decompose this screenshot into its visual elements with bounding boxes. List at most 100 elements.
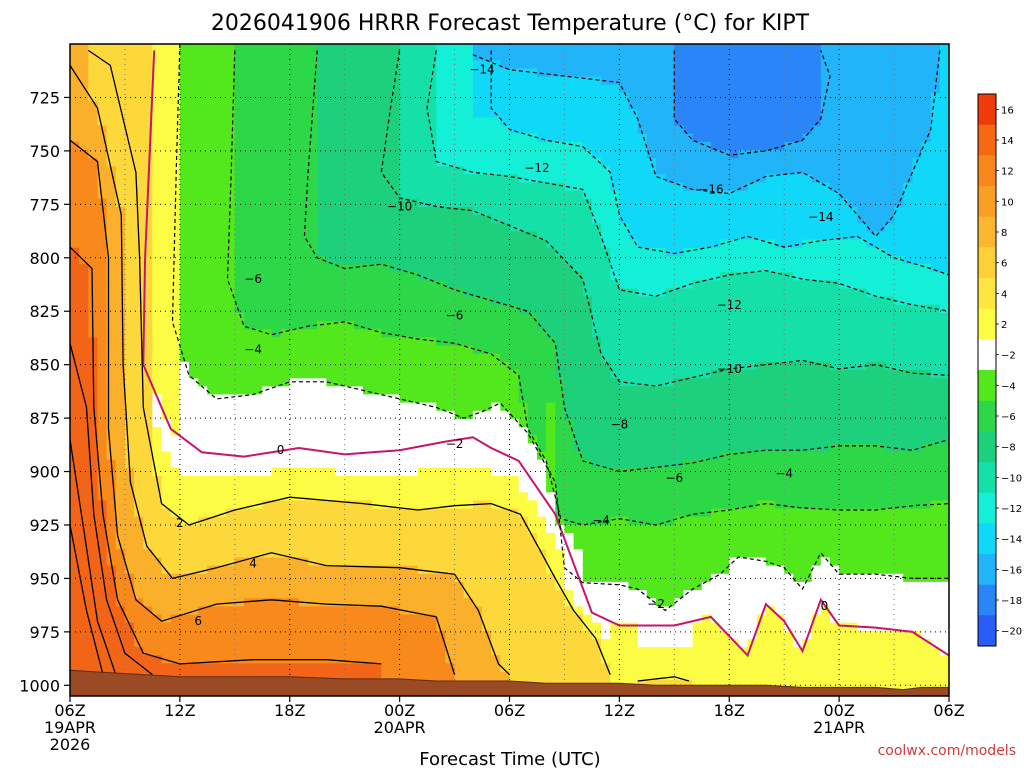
temperature-cell (216, 557, 227, 567)
temperature-cell (225, 581, 236, 591)
temperature-cell (179, 500, 190, 510)
temperature-cell (537, 622, 547, 632)
temperature-cell (88, 166, 99, 176)
temperature-cell (546, 158, 556, 167)
temperature-cell (326, 288, 337, 298)
temperature-cell (179, 329, 190, 339)
temperature-cell (628, 288, 639, 298)
temperature-cell (170, 321, 181, 330)
temperature-cell (161, 133, 172, 143)
temperature-cell (271, 565, 282, 575)
temperature-cell (637, 44, 648, 53)
temperature-cell (390, 370, 401, 379)
temperature-cell (335, 198, 346, 208)
temperature-cell (491, 255, 501, 265)
temperature-cell (79, 158, 89, 167)
temperature-cell (390, 223, 401, 233)
temperature-cell (170, 345, 181, 355)
temperature-cell (106, 329, 117, 339)
temperature-cell (317, 467, 327, 477)
temperature-cell (482, 647, 492, 656)
temperature-cell (390, 630, 401, 640)
temperature-cell (106, 361, 117, 371)
temperature-cell (564, 671, 575, 681)
temperature-cell (134, 533, 144, 542)
temperature-cell (353, 435, 364, 444)
temperature-cell (271, 378, 282, 387)
temperature-cell (179, 337, 190, 347)
temperature-cell (527, 443, 538, 453)
temperature-cell (234, 239, 245, 249)
temperature-cell (234, 231, 245, 241)
temperature-cell (436, 541, 447, 550)
temperature-cell (308, 190, 318, 200)
temperature-cell (234, 337, 245, 347)
temperature-cell (399, 109, 410, 118)
temperature-cell (482, 443, 492, 453)
temperature-cell (70, 590, 80, 599)
temperature-cell (399, 44, 410, 53)
temperature-cell (79, 451, 89, 461)
temperature-cell (262, 182, 273, 192)
temperature-cell (317, 141, 327, 151)
temperature-cell (88, 231, 99, 241)
temperature-cell (253, 549, 263, 559)
temperature-cell (591, 630, 602, 640)
temperature-cell (610, 264, 620, 273)
temperature-cell (372, 370, 382, 379)
temperature-cell (189, 565, 199, 575)
temperature-cell (134, 280, 144, 290)
temperature-cell (436, 92, 447, 102)
temperature-cell (152, 223, 163, 233)
temperature-cell (97, 541, 108, 550)
temperature-cell (198, 345, 208, 355)
temperature-cell (344, 304, 355, 314)
temperature-cell (308, 418, 318, 428)
temperature-cell (143, 663, 154, 673)
temperature-cell (124, 598, 135, 607)
temperature-cell (427, 255, 437, 265)
temperature-cell (610, 84, 620, 94)
temperature-cell (619, 264, 630, 273)
temperature-cell (179, 76, 190, 86)
temperature-cell (225, 101, 236, 110)
temperature-cell (189, 663, 199, 673)
temperature-cell (518, 280, 529, 290)
temperature-cell (234, 223, 245, 233)
temperature-cell (152, 304, 163, 314)
temperature-cell (79, 182, 89, 192)
temperature-cell (555, 109, 566, 118)
temperature-cell (500, 443, 511, 453)
temperature-cell (518, 117, 529, 127)
temperature-cell (454, 630, 465, 640)
temperature-cell (106, 280, 117, 290)
temperature-cell (454, 524, 465, 534)
temperature-cell (546, 264, 556, 273)
temperature-cell (124, 288, 135, 298)
temperature-cell (152, 663, 163, 673)
temperature-cell (152, 541, 163, 550)
temperature-cell (610, 516, 620, 526)
temperature-cell (280, 296, 291, 306)
temperature-cell (335, 516, 346, 526)
temperature-cell (546, 581, 556, 591)
temperature-cell (308, 247, 318, 257)
temperature-cell (610, 622, 620, 632)
temperature-cell (472, 663, 483, 673)
temperature-cell (390, 321, 401, 330)
temperature-cell (353, 337, 364, 347)
temperature-cell (79, 76, 89, 86)
temperature-cell (335, 280, 346, 290)
temperature-cell (573, 476, 584, 485)
temperature-cell (518, 215, 529, 224)
temperature-cell (564, 345, 575, 355)
temperature-cell (189, 255, 199, 265)
temperature-cell (280, 231, 291, 241)
temperature-cell (582, 451, 593, 461)
temperature-cell (372, 207, 382, 216)
temperature-cell (363, 92, 373, 102)
temperature-cell (234, 671, 245, 681)
temperature-cell (234, 435, 245, 444)
temperature-cell (390, 52, 401, 61)
temperature-cell (253, 435, 263, 444)
